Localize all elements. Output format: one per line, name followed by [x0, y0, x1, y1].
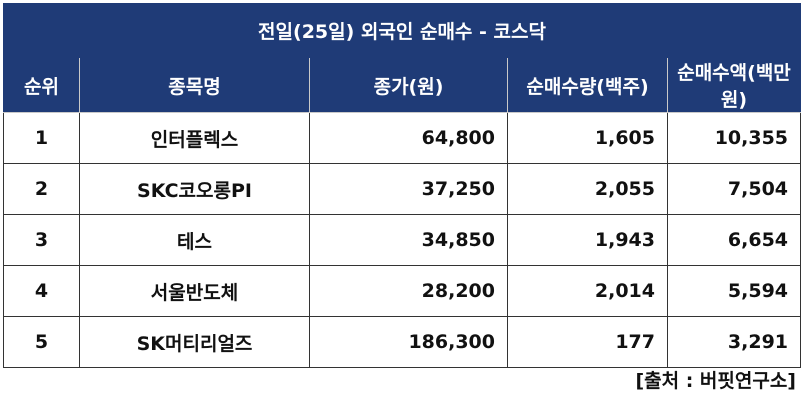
column-header-net-amount: 순매수액(백만원) [666, 57, 802, 113]
net-qty-cell: 2,014 [507, 265, 668, 317]
table-row: 1 인터플렉스 64,800 1,605 10,355 [3, 112, 802, 164]
net-amount-cell: 6,654 [666, 214, 802, 266]
column-header-net-qty: 순매수량(백주) [507, 57, 668, 113]
foreign-net-buy-table-container: 전일(25일) 외국인 순매수 - 코스닥 순위 종목명 종가(원) 순매수량(… [2, 3, 802, 368]
stock-name-cell: 서울반도체 [79, 265, 310, 317]
net-amount-cell: 5,594 [666, 265, 802, 317]
rank-cell: 4 [3, 265, 80, 317]
close-price-cell: 64,800 [309, 112, 508, 164]
close-price-cell: 186,300 [309, 316, 508, 368]
stock-name-cell: SK머티리얼즈 [79, 316, 310, 368]
close-price-cell: 28,200 [309, 265, 508, 317]
net-amount-cell: 7,504 [666, 163, 802, 215]
table-row: 4 서울반도체 28,200 2,014 5,594 [3, 265, 802, 317]
stock-name-cell: 테스 [79, 214, 310, 266]
close-price-cell: 34,850 [309, 214, 508, 266]
rank-cell: 1 [3, 112, 80, 164]
rank-cell: 2 [3, 163, 80, 215]
net-amount-cell: 10,355 [666, 112, 802, 164]
net-qty-cell: 2,055 [507, 163, 668, 215]
rank-cell: 5 [3, 316, 80, 368]
table-row: 2 SKC코오롱PI 37,250 2,055 7,504 [3, 163, 802, 215]
source-caption: [출처 : 버핏연구소] [635, 370, 796, 392]
column-header-rank: 순위 [3, 57, 80, 113]
stock-name-cell: SKC코오롱PI [79, 163, 310, 215]
foreign-net-buy-table: 전일(25일) 외국인 순매수 - 코스닥 순위 종목명 종가(원) 순매수량(… [2, 3, 802, 368]
column-header-row: 순위 종목명 종가(원) 순매수량(백주) 순매수액(백만원) [3, 57, 802, 113]
table-row: 3 테스 34,850 1,943 6,654 [3, 214, 802, 266]
net-qty-cell: 177 [507, 316, 668, 368]
rank-cell: 3 [3, 214, 80, 266]
net-qty-cell: 1,605 [507, 112, 668, 164]
close-price-cell: 37,250 [309, 163, 508, 215]
table-row: 5 SK머티리얼즈 186,300 177 3,291 [3, 316, 802, 368]
net-amount-cell: 3,291 [666, 316, 802, 368]
column-header-name: 종목명 [79, 57, 310, 113]
table-title: 전일(25일) 외국인 순매수 - 코스닥 [2, 3, 802, 58]
column-header-close: 종가(원) [309, 57, 508, 113]
net-qty-cell: 1,943 [507, 214, 668, 266]
stock-name-cell: 인터플렉스 [79, 112, 310, 164]
